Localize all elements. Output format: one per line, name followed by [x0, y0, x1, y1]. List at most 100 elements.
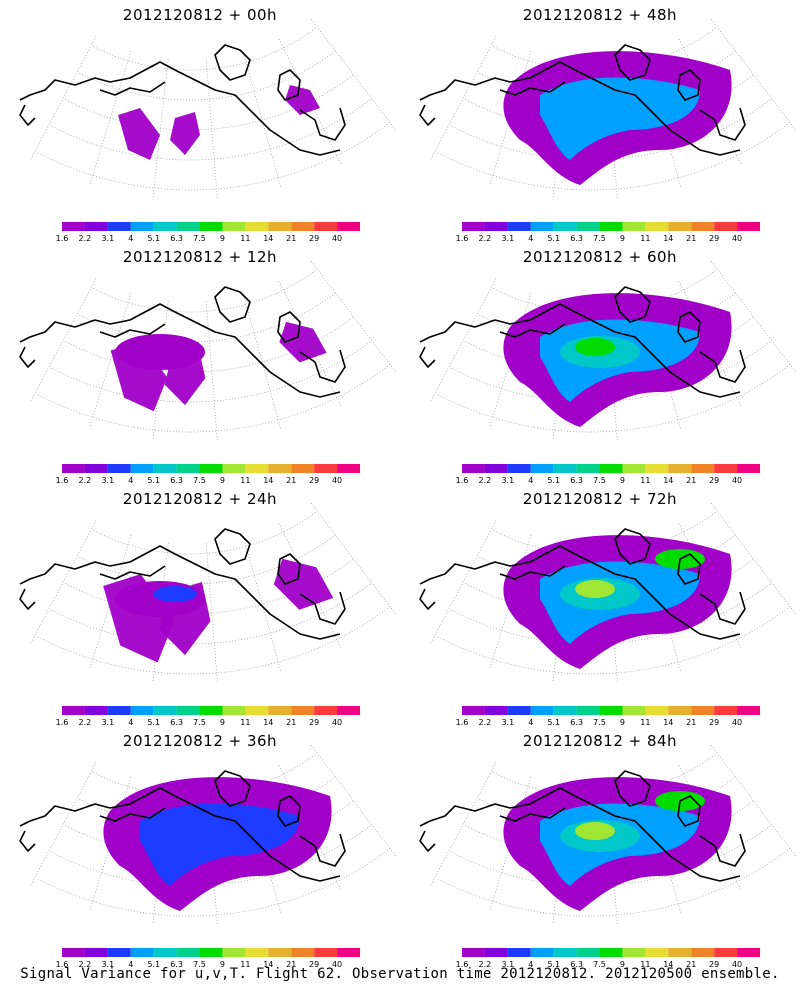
colorbar-swatch: [507, 706, 531, 715]
colorbar-swatch: [645, 706, 669, 715]
colorbar-swatch: [62, 222, 85, 231]
forecast-map: [419, 18, 797, 199]
colorbar-swatch: [714, 222, 738, 231]
colorbar-tick-label: 3.1: [501, 234, 514, 243]
colorbar-swatch: [737, 222, 760, 231]
colorbar-swatch: [130, 948, 154, 957]
colorbar-swatch: [314, 464, 338, 473]
colorbar-tick-label: 6.3: [570, 960, 583, 969]
colorbar-tick-label: 11: [640, 476, 650, 485]
colorbar-tick-label: 7.5: [593, 234, 606, 243]
colorbar-swatch: [337, 706, 360, 715]
colorbar: 1.6 2.2 3.1 4 5.1 6.3 7.5 9 11 14 21 29 40: [456, 464, 760, 485]
colorbar-tick-label: 7.5: [193, 234, 206, 243]
colorbar-swatch: [737, 948, 760, 957]
variance-shading: [503, 535, 732, 669]
colorbar-swatch: [84, 706, 108, 715]
colorbar-swatch: [130, 464, 154, 473]
colorbar-tick-label: 4: [528, 718, 533, 727]
colorbar-swatch: [553, 222, 577, 231]
colorbar-tick-label: 2.2: [79, 476, 92, 485]
colorbar-tick-label: 29: [309, 718, 319, 727]
colorbar-tick-label: 6.3: [570, 718, 583, 727]
coastlines: [419, 286, 746, 398]
colorbar-swatch: [176, 464, 200, 473]
forecast-map: [19, 260, 397, 441]
panel-title: 2012120812 + 00h: [122, 6, 278, 24]
colorbar-swatch: [62, 948, 85, 957]
colorbar-swatch: [484, 706, 508, 715]
colorbar-tick-label: 7.5: [193, 718, 206, 727]
colorbar-swatch: [268, 948, 292, 957]
colorbar-tick-label: 6.3: [570, 234, 583, 243]
colorbar-tick-label: 11: [640, 718, 650, 727]
colorbar-tick-label: 40: [732, 718, 742, 727]
colorbar-tick-label: 6.3: [570, 476, 583, 485]
colorbar-swatch: [291, 222, 315, 231]
colorbar-tick-label: 2.2: [79, 234, 92, 243]
colorbar-tick-label: 3.1: [101, 718, 114, 727]
colorbar-swatch: [337, 948, 360, 957]
colorbar: 1.6 2.2 3.1 4 5.1 6.3 7.5 9 11 14 21 29 40: [56, 948, 360, 969]
colorbar-swatch: [199, 706, 223, 715]
colorbar-swatch: [337, 222, 360, 231]
colorbar-tick-label: 29: [709, 960, 719, 969]
panel-title: 2012120812 + 72h: [522, 490, 678, 508]
colorbar-tick-label: 21: [286, 234, 296, 243]
colorbar-swatch: [668, 948, 692, 957]
colorbar-tick-label: 40: [732, 960, 742, 969]
colorbar-tick-label: 29: [709, 718, 719, 727]
colorbar-swatch: [530, 464, 554, 473]
colorbar-swatch: [462, 222, 485, 231]
colorbar-swatch: [199, 948, 223, 957]
forecast-map: [419, 744, 797, 925]
colorbar-swatch: [484, 222, 508, 231]
coastlines: [19, 528, 346, 640]
colorbar-swatch: [268, 464, 292, 473]
colorbar-tick-label: 5.1: [147, 234, 160, 243]
colorbar-tick-label: 9: [220, 718, 225, 727]
colorbar-tick-label: 29: [309, 960, 319, 969]
colorbar-swatch: [62, 464, 85, 473]
colorbar: 1.6 2.2 3.1 4 5.1 6.3 7.5 9 11 14 21 29 40: [456, 222, 760, 243]
colorbar-tick-label: 21: [686, 476, 696, 485]
colorbar-tick-label: 2.2: [479, 234, 492, 243]
colorbar-tick-label: 3.1: [501, 476, 514, 485]
forecast-map: [19, 744, 397, 925]
variance-shading: [103, 558, 334, 663]
colorbar-swatch: [176, 222, 200, 231]
colorbar-swatch: [645, 222, 669, 231]
colorbar-swatch: [576, 948, 600, 957]
colorbar: 1.6 2.2 3.1 4 5.1 6.3 7.5 9 11 14 21 29 40: [456, 948, 760, 969]
colorbar-swatch: [222, 464, 246, 473]
colorbar-swatch: [622, 222, 646, 231]
colorbar-tick-label: 2.2: [79, 960, 92, 969]
colorbar-tick-label: 4: [128, 718, 133, 727]
colorbar-swatch: [737, 706, 760, 715]
colorbar-tick-label: 2.2: [479, 718, 492, 727]
colorbar-swatch: [268, 222, 292, 231]
panel-title: 2012120812 + 12h: [122, 248, 278, 266]
colorbar-swatch: [599, 464, 623, 473]
coastlines: [19, 770, 346, 882]
map-panel: 2012120812 + 00h: [0, 0, 400, 240]
colorbar-tick-label: 5.1: [547, 960, 560, 969]
colorbar-tick-label: 40: [332, 476, 342, 485]
map-panel: 2012120812 + 48h: [400, 0, 800, 240]
colorbar-tick-label: 11: [240, 234, 250, 243]
colorbar-swatch: [668, 222, 692, 231]
colorbar-swatch: [176, 948, 200, 957]
colorbar-tick-label: 1.6: [56, 960, 69, 969]
colorbar-swatch: [714, 464, 738, 473]
colorbar-tick-label: 21: [686, 718, 696, 727]
colorbar-tick-label: 11: [640, 960, 650, 969]
colorbar-tick-label: 7.5: [593, 960, 606, 969]
colorbar-swatch: [222, 222, 246, 231]
colorbar-tick-label: 7.5: [193, 476, 206, 485]
colorbar-swatch: [691, 222, 715, 231]
colorbar-tick-label: 4: [128, 476, 133, 485]
colorbar-swatch: [199, 464, 223, 473]
colorbar-tick-label: 14: [663, 234, 673, 243]
colorbar-tick-label: 3.1: [501, 960, 514, 969]
colorbar-swatch: [622, 464, 646, 473]
